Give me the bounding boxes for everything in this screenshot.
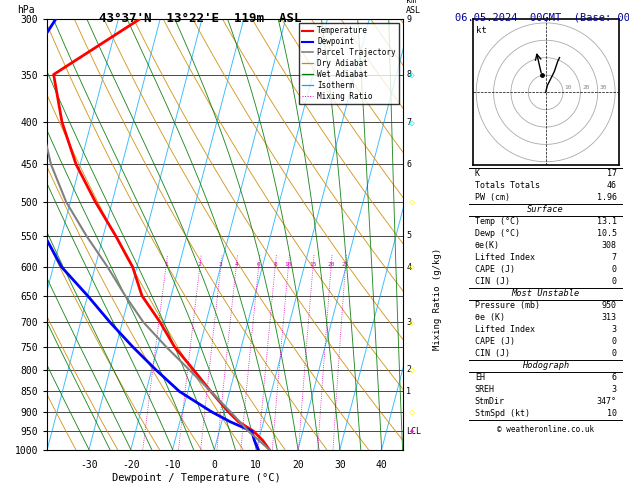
Text: 2: 2 (406, 365, 411, 374)
Text: 10: 10 (565, 85, 572, 90)
Text: 30: 30 (334, 460, 346, 470)
Text: Surface: Surface (527, 205, 564, 214)
Text: ◇: ◇ (409, 69, 415, 80)
Text: km
ASL: km ASL (406, 0, 421, 15)
Text: 8: 8 (273, 262, 277, 267)
Text: 17: 17 (606, 169, 616, 178)
Text: 46: 46 (606, 181, 616, 190)
Text: Temp (°C): Temp (°C) (475, 217, 520, 226)
Text: 1.96: 1.96 (596, 193, 616, 202)
Text: 3: 3 (406, 318, 411, 327)
Text: 3: 3 (219, 262, 223, 267)
Text: 15: 15 (309, 262, 317, 267)
Text: 0: 0 (611, 349, 616, 358)
Text: θe(K): θe(K) (475, 241, 500, 250)
Text: 06.05.2024  00GMT  (Base: 00): 06.05.2024 00GMT (Base: 00) (455, 12, 629, 22)
Text: ◇: ◇ (409, 407, 415, 417)
Text: 10.5: 10.5 (596, 229, 616, 238)
Text: 20: 20 (582, 85, 589, 90)
Text: 9: 9 (406, 15, 411, 24)
Text: 313: 313 (601, 313, 616, 322)
Text: 8: 8 (406, 70, 411, 79)
Text: ◇: ◇ (409, 262, 415, 272)
Text: Dewp (°C): Dewp (°C) (475, 229, 520, 238)
Text: 30: 30 (599, 85, 607, 90)
Text: StmDir: StmDir (475, 397, 504, 406)
Text: StmSpd (kt): StmSpd (kt) (475, 409, 530, 418)
Text: 6: 6 (406, 160, 411, 169)
Text: CIN (J): CIN (J) (475, 349, 509, 358)
Text: 308: 308 (601, 241, 616, 250)
Text: 1: 1 (406, 387, 411, 396)
Text: Dewpoint / Temperature (°C): Dewpoint / Temperature (°C) (112, 473, 281, 483)
Text: EH: EH (475, 373, 485, 382)
Text: Pressure (mb): Pressure (mb) (475, 301, 540, 310)
Text: 4: 4 (406, 262, 411, 272)
Text: 3: 3 (611, 385, 616, 394)
Text: 5: 5 (406, 231, 411, 241)
Text: 20: 20 (327, 262, 335, 267)
Text: 0: 0 (211, 460, 218, 470)
Legend: Temperature, Dewpoint, Parcel Trajectory, Dry Adiabat, Wet Adiabat, Isotherm, Mi: Temperature, Dewpoint, Parcel Trajectory… (299, 23, 399, 104)
Text: 20: 20 (292, 460, 304, 470)
Text: 1: 1 (164, 262, 168, 267)
Text: 0: 0 (611, 337, 616, 346)
Text: Totals Totals: Totals Totals (475, 181, 540, 190)
Text: CIN (J): CIN (J) (475, 277, 509, 286)
Text: 2: 2 (198, 262, 202, 267)
Text: 13.1: 13.1 (596, 217, 616, 226)
Text: Mixing Ratio (g/kg): Mixing Ratio (g/kg) (433, 248, 442, 350)
Text: PW (cm): PW (cm) (475, 193, 509, 202)
Text: K: K (475, 169, 480, 178)
Text: θe (K): θe (K) (475, 313, 504, 322)
Text: SREH: SREH (475, 385, 495, 394)
Text: ◇: ◇ (409, 117, 415, 127)
Text: kt: kt (476, 26, 487, 35)
Text: 10: 10 (284, 262, 292, 267)
Text: 6: 6 (257, 262, 260, 267)
Text: -30: -30 (80, 460, 97, 470)
Text: LCL: LCL (406, 427, 421, 436)
Text: 0: 0 (611, 265, 616, 274)
Text: ◇: ◇ (409, 197, 415, 207)
Text: 7: 7 (406, 118, 411, 127)
Text: -20: -20 (122, 460, 140, 470)
Text: -10: -10 (164, 460, 181, 470)
Text: © weatheronline.co.uk: © weatheronline.co.uk (497, 425, 594, 434)
Text: 10: 10 (606, 409, 616, 418)
Text: 7: 7 (611, 253, 616, 262)
Text: CAPE (J): CAPE (J) (475, 337, 515, 346)
Text: 0: 0 (611, 277, 616, 286)
Text: 43°37'N  13°22'E  119m  ASL: 43°37'N 13°22'E 119m ASL (99, 12, 301, 25)
Text: ◇: ◇ (409, 317, 415, 327)
Text: Hodograph: Hodograph (522, 361, 569, 370)
Text: 10: 10 (250, 460, 262, 470)
Text: Most Unstable: Most Unstable (511, 289, 580, 298)
Text: ✦: ✦ (409, 426, 415, 436)
Text: 25: 25 (342, 262, 349, 267)
Text: Lifted Index: Lifted Index (475, 325, 535, 334)
Text: 347°: 347° (596, 397, 616, 406)
Text: 40: 40 (376, 460, 387, 470)
Text: 3: 3 (611, 325, 616, 334)
Text: CAPE (J): CAPE (J) (475, 265, 515, 274)
Text: 4: 4 (234, 262, 238, 267)
Text: 950: 950 (601, 301, 616, 310)
Text: hPa: hPa (17, 5, 35, 15)
Text: Lifted Index: Lifted Index (475, 253, 535, 262)
Text: 6: 6 (611, 373, 616, 382)
Text: ◇: ◇ (409, 365, 415, 375)
